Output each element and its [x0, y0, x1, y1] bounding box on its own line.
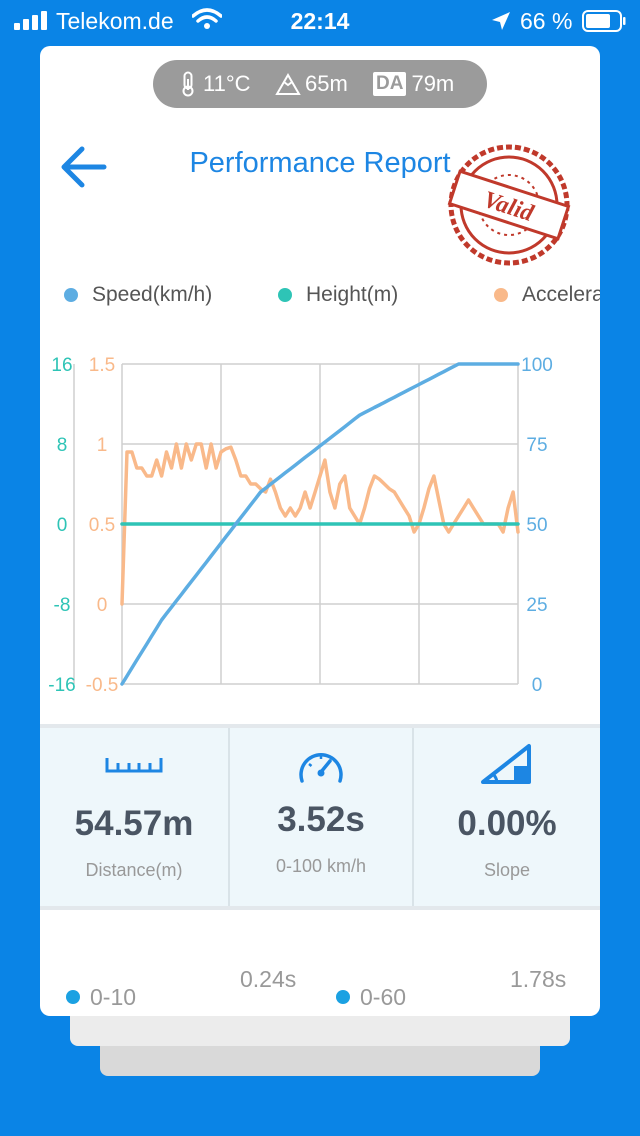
speed-axis-tick: 75: [526, 435, 547, 456]
density-altitude-item: DA 79m: [373, 60, 454, 108]
speed-axis-tick: 25: [526, 595, 547, 616]
slope-value: 0.00%: [457, 804, 557, 843]
legend-acceleration[interactable]: Acceleration: [494, 283, 600, 307]
legend-acceleration-label: Acceleration: [522, 283, 600, 306]
wifi-icon: [192, 8, 222, 29]
height-axis-tick: 0: [57, 515, 68, 536]
battery-icon: [582, 10, 626, 32]
height-axis-tick: 8: [57, 435, 68, 456]
status-bar: Telekom.de 22:14 66 %: [0, 0, 640, 40]
stats-panel: 54.57m Distance(m) 3.52s 0-100 km/h 0.00…: [40, 728, 600, 906]
report-card: 11°C 65m DA 79m Performance Report Valid: [40, 46, 600, 1016]
stat-zero-to-hundred: 3.52s 0-100 km/h: [230, 728, 412, 906]
legend-speed-label: Speed(km/h): [92, 283, 213, 306]
height-axis-tick: -8: [54, 595, 71, 616]
acceleration-axis-tick: 1.5: [89, 355, 115, 376]
stats-top-divider: [40, 724, 600, 728]
height-axis-tick: -16: [48, 675, 75, 696]
split-0-10-time: 0.24s: [240, 966, 297, 992]
legend-height[interactable]: Height(m): [278, 283, 398, 307]
height-axis-tick: 16: [51, 355, 72, 376]
battery-percent: 66 %: [520, 8, 573, 34]
stat-slope: 0.00% Slope: [414, 728, 600, 906]
performance-chart: 16 8 0 -8 -16 1.5 1 0.5 0 -0.5 100 75 50 25 0: [48, 355, 553, 696]
split-dot: [336, 990, 350, 1004]
page-title: Performance Report: [189, 147, 451, 179]
legend-height-label: Height(m): [306, 283, 399, 306]
acceleration-axis-tick: -0.5: [86, 675, 119, 696]
signal-icon: [14, 11, 47, 30]
split-0-60-label: 0-60: [360, 983, 407, 1010]
density-altitude-badge: DA: [373, 72, 407, 96]
clock: 22:14: [290, 8, 350, 34]
stats-bottom-divider: [40, 906, 600, 910]
series-speed-km-h-line: [120, 362, 520, 686]
split-0-10-label: 0-10: [90, 983, 137, 1010]
thermometer-icon: [182, 71, 194, 97]
speed-axis-tick: 100: [521, 355, 553, 376]
speed-axis-tick: 0: [532, 675, 543, 696]
carrier-name: Telekom.de: [56, 8, 174, 34]
slope-label: Slope: [483, 860, 531, 880]
temperature-item: 11°C: [177, 60, 251, 108]
speed-axis-tick: 50: [526, 515, 547, 536]
stat-divider: [228, 728, 230, 906]
altitude-item: 65m: [275, 60, 348, 108]
split-0-10: 0-10: [66, 980, 136, 1014]
legend-speed-dot: [64, 288, 78, 302]
stat-distance: 54.57m Distance(m): [40, 728, 228, 906]
back-arrow-icon[interactable]: [56, 144, 112, 190]
ruler-icon: [105, 758, 163, 773]
zero-to-hundred-value: 3.52s: [277, 800, 365, 839]
distance-label: Distance(m): [85, 860, 183, 880]
mountain-icon: [275, 73, 301, 95]
temperature-value: 11°C: [203, 71, 251, 96]
acceleration-axis-tick: 0.5: [89, 515, 115, 536]
valid-stamp: Valid: [447, 144, 571, 266]
speedometer-icon: [299, 753, 343, 783]
acceleration-axis-tick: 0: [97, 595, 108, 616]
zero-to-hundred-label: 0-100 km/h: [275, 856, 367, 876]
acceleration-axis-tick: 1: [97, 435, 108, 456]
altitude-value: 65m: [305, 71, 348, 96]
stat-divider: [412, 728, 414, 906]
distance-value: 54.57m: [74, 804, 194, 843]
series-acceleration-line: [120, 442, 520, 606]
slope-icon: [481, 744, 531, 784]
split-0-60-time: 1.78s: [510, 966, 567, 992]
legend-acceleration-dot: [494, 288, 508, 302]
split-dot: [66, 990, 80, 1004]
chart-legend: Speed(km/h) Height(m) Acceleration: [40, 283, 600, 319]
conditions-pill: 11°C 65m DA 79m: [153, 60, 487, 108]
location-arrow-icon: [492, 12, 510, 30]
density-altitude-value: 79m: [411, 71, 455, 96]
split-0-60: 0-60: [336, 980, 406, 1014]
legend-speed[interactable]: Speed(km/h): [64, 283, 212, 307]
legend-height-dot: [278, 288, 292, 302]
